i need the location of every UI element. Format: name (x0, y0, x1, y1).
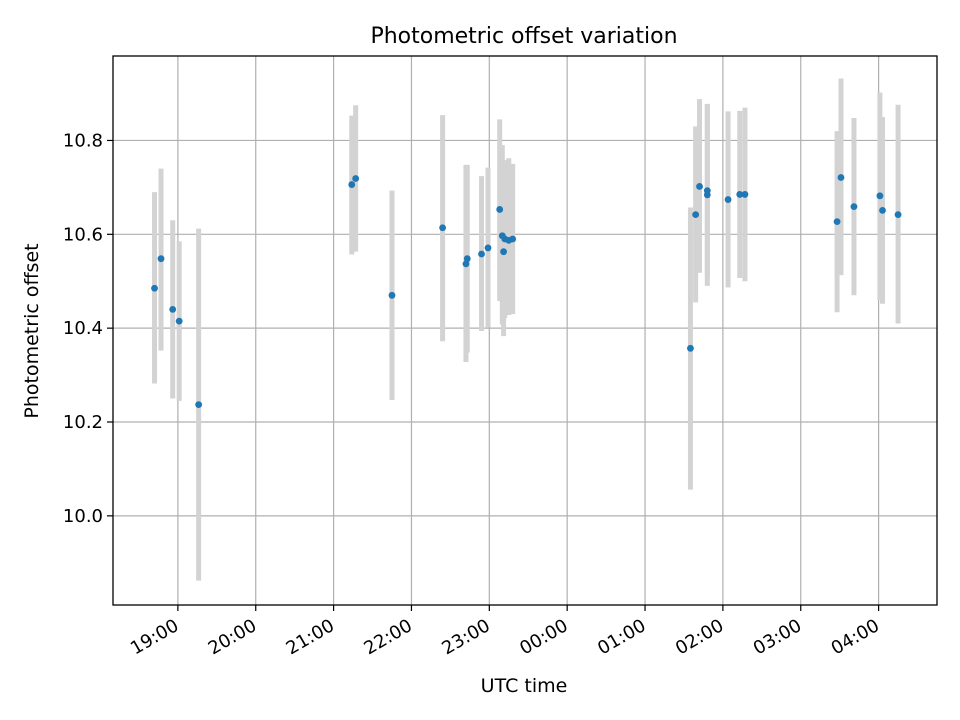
data-point (703, 187, 711, 195)
chart-title: Photometric offset variation (370, 24, 677, 49)
y-tick-label: 10.8 (63, 130, 103, 151)
x-tick-label: 01:00 (594, 615, 649, 659)
data-point (687, 344, 694, 352)
y-tick-label: 10.4 (63, 318, 103, 339)
data-point (879, 206, 886, 214)
x-tick-label: 04:00 (828, 615, 883, 659)
data-point (169, 305, 177, 313)
data-points (151, 174, 902, 409)
data-point (509, 235, 517, 243)
data-point (463, 255, 471, 263)
error-bars (152, 78, 901, 581)
data-point (692, 211, 700, 219)
x-tick-label: 21:00 (283, 615, 338, 659)
x-tick-label: 22:00 (361, 615, 416, 659)
y-tick-label: 10.6 (63, 224, 103, 245)
x-axis-label: UTC time (481, 675, 568, 697)
y-axis-label: Photometric offset (21, 243, 43, 418)
x-tick-label: 02:00 (672, 615, 727, 659)
data-point (195, 401, 203, 409)
x-tick-label: 20:00 (205, 615, 260, 659)
data-point (500, 248, 507, 256)
x-tick-label: 19:00 (127, 615, 182, 659)
data-point (484, 244, 492, 252)
plot-frame (112, 55, 938, 606)
data-point (388, 291, 396, 299)
data-point (736, 191, 744, 198)
data-point (348, 181, 356, 188)
data-point (462, 260, 470, 268)
data-point (352, 175, 360, 182)
data-point (439, 224, 446, 232)
data-point (837, 174, 845, 181)
data-point (478, 250, 485, 258)
y-tick-label: 10.0 (63, 506, 103, 527)
y-tick-label: 10.2 (63, 412, 103, 433)
x-axis-ticks: 19:00 20:00 21:00 22:00 23:00 00:00 01:00 02:00… (127, 605, 883, 659)
x-tick-label: 03:00 (750, 615, 805, 659)
data-point (724, 196, 732, 203)
data-point (696, 183, 703, 190)
grid-lines (113, 56, 937, 605)
data-point (496, 206, 504, 213)
data-point (151, 284, 158, 292)
data-point (833, 218, 841, 226)
data-point (876, 192, 884, 200)
x-tick-label: 23:00 (438, 615, 493, 659)
data-point (894, 211, 902, 219)
data-point (741, 191, 749, 198)
data-point (850, 203, 858, 211)
x-tick-label: 00:00 (516, 615, 571, 659)
data-point (175, 317, 183, 325)
data-point (157, 255, 165, 263)
y-axis-ticks: 10.0 10.2 10.4 10.6 10.8 (63, 130, 113, 527)
